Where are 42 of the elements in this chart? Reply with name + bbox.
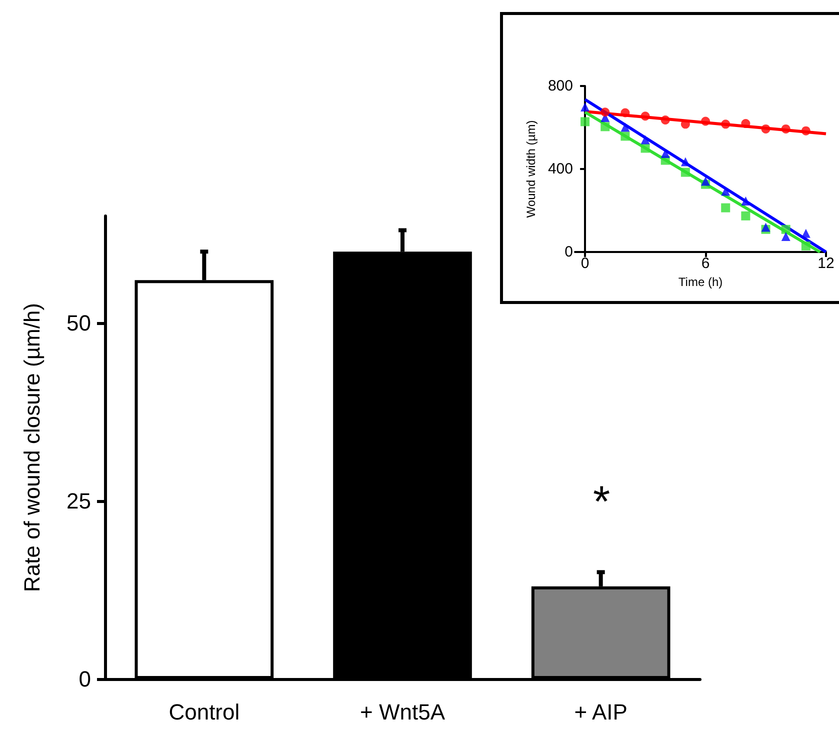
x-tick-label: 0 [580, 255, 590, 272]
point [640, 135, 650, 144]
x-tick-label: + AIP [574, 700, 628, 724]
point [640, 144, 650, 153]
point [620, 122, 630, 132]
point [600, 122, 610, 132]
point [620, 132, 630, 141]
point [600, 108, 610, 117]
point [741, 119, 750, 128]
point [781, 124, 790, 134]
point [801, 241, 810, 250]
point [761, 124, 770, 134]
y-tick-label: 400 [548, 160, 573, 178]
x-axis-title: Time (h) [678, 275, 723, 289]
point [620, 108, 630, 118]
x-tick-label: 6 [701, 255, 710, 272]
point [640, 112, 650, 121]
point [781, 232, 790, 241]
x-tick-label: + Wnt5A [360, 700, 446, 724]
point [721, 120, 730, 129]
y-tick-label: 0 [564, 244, 573, 260]
point [580, 102, 590, 112]
point [701, 176, 710, 186]
point [781, 224, 790, 234]
y-axis-title: Wound width (µm) [524, 120, 538, 218]
x-tick-label: 12 [818, 255, 834, 272]
y-tick-label: 0 [78, 666, 91, 692]
point [741, 211, 750, 220]
point [701, 116, 710, 126]
y-tick-label: 25 [66, 488, 91, 514]
point [721, 186, 730, 196]
point [721, 203, 730, 212]
x-tick-label: Control [168, 700, 240, 724]
y-tick-label: 800 [548, 78, 573, 94]
point [741, 196, 750, 206]
annotation: * [593, 478, 610, 526]
y-tick-label: 50 [66, 310, 91, 336]
point [660, 116, 670, 125]
point [680, 168, 690, 177]
point [580, 117, 590, 126]
point [801, 126, 810, 136]
y-axis-title: Rate of wound closure (µm/h) [20, 302, 44, 592]
